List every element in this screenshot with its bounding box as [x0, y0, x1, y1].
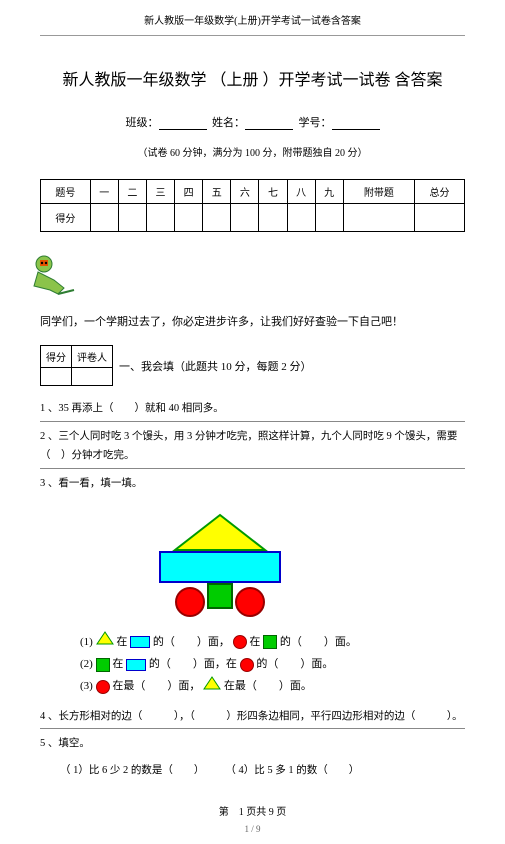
c8 — [287, 204, 315, 232]
shape-questions: (1) 在 的（ ）面， 在 的（ ）面。 (2) 在 的（ ）面，在 的（ ）… — [80, 631, 465, 698]
h10: 附带题 — [343, 180, 414, 204]
h0: 题号 — [41, 180, 91, 204]
question-5: 5 、填空。 — [40, 735, 465, 756]
num-label: 学号： — [299, 117, 332, 129]
h7: 七 — [259, 180, 287, 204]
h3: 三 — [146, 180, 174, 204]
name-blank — [245, 118, 293, 130]
l1a: (1) — [80, 636, 93, 648]
h8: 八 — [287, 180, 315, 204]
score-table: 题号 一 二 三 四 五 六 七 八 九 附带题 总分 得分 — [40, 179, 465, 232]
h2: 二 — [118, 180, 146, 204]
c5 — [203, 204, 231, 232]
h4: 四 — [175, 180, 203, 204]
h11: 总分 — [415, 180, 465, 204]
question-4: 4 、长方形相对的边（ ），（ ）形四条边相同，平行四边形相对的边（ ）。 — [40, 708, 465, 730]
rect-icon — [130, 636, 150, 648]
c2 — [118, 204, 146, 232]
question-3: 3 、看一看，填一填。 — [40, 475, 465, 496]
score-header-row: 题号 一 二 三 四 五 六 七 八 九 附带题 总分 — [41, 180, 465, 204]
info-line: 班级： 姓名： 学号： — [40, 114, 465, 130]
c1 — [90, 204, 118, 232]
mini-c1: 得分 — [41, 346, 72, 368]
h1: 一 — [90, 180, 118, 204]
question-2: 2 、三个人同时吃 3 个馒头，用 3 分钟才吃完，照这样计算，九个人同时吃 9… — [40, 428, 465, 469]
class-blank — [159, 118, 207, 130]
l1c: 的（ ）面， — [153, 636, 230, 648]
doc-title: 新人教版一年级数学 （上册 ）开学考试一试卷 含答案 — [40, 66, 465, 90]
mini-score-table: 得分评卷人 — [40, 345, 113, 386]
c11 — [415, 204, 465, 232]
c4 — [175, 204, 203, 232]
subinfo: （试卷 60 分钟，满分为 100 分，附带题独自 20 分） — [40, 144, 465, 159]
h9: 九 — [315, 180, 343, 204]
circle-icon-3 — [96, 680, 110, 694]
square-icon — [263, 635, 277, 649]
page-header: 新人教版一年级数学(上册)开学考试一试卷含答案 — [0, 0, 505, 31]
section-1-title: 一、我会填（此题共 10 分，每题 2 分） — [119, 358, 312, 374]
l1e: 的（ ）面。 — [280, 636, 357, 648]
num-blank — [332, 118, 380, 130]
section-1-row: 得分评卷人 一、我会填（此题共 10 分，每题 2 分） — [40, 345, 465, 386]
l1d: 在 — [249, 636, 260, 648]
shape-diagram — [120, 510, 320, 623]
r2-label: 得分 — [41, 204, 91, 232]
c10 — [343, 204, 414, 232]
top-rule — [40, 35, 465, 36]
mini-b1 — [41, 368, 72, 386]
l3c: 在最（ ）面。 — [224, 680, 312, 692]
h6: 六 — [231, 180, 259, 204]
sq-line2: (2) 在 的（ ）面，在 的（ ）面。 — [80, 653, 465, 675]
sq-line3: (3) 在最（ ）面， 在最（ ）面。 — [80, 675, 465, 697]
rect-icon-2 — [126, 659, 146, 671]
content: 新人教版一年级数学 （上册 ）开学考试一试卷 含答案 班级： 姓名： 学号： （… — [0, 66, 505, 818]
triangle-icon — [96, 631, 114, 653]
c3 — [146, 204, 174, 232]
l2c: 的（ ）面，在 — [149, 658, 237, 670]
mini-c2: 评卷人 — [72, 346, 113, 368]
name-label: 姓名： — [212, 117, 245, 129]
cartoon-icon — [30, 252, 465, 299]
triangle-icon-2 — [203, 676, 221, 698]
c9 — [315, 204, 343, 232]
score-value-row: 得分 — [41, 204, 465, 232]
c7 — [259, 204, 287, 232]
page-number: 1 / 9 — [0, 824, 505, 844]
l2d: 的（ ）面。 — [256, 658, 333, 670]
circle-icon-2 — [240, 658, 254, 672]
sq-line1: (1) 在 的（ ）面， 在 的（ ）面。 — [80, 631, 465, 653]
question-5a: （ 1）比 6 少 2 的数是（ ） （ 4）比 5 多 1 的数（ ） — [40, 762, 465, 783]
intro-text: 同学们，一个学期过去了，你必定进步许多，让我们好好查验一下自己吧！ — [40, 313, 465, 329]
l2b: 在 — [112, 658, 123, 670]
c6 — [231, 204, 259, 232]
l1b: 在 — [116, 636, 127, 648]
class-label: 班级： — [126, 117, 159, 129]
l3b: 在最（ ）面， — [112, 680, 200, 692]
square-icon-2 — [96, 658, 110, 672]
mini-b2 — [72, 368, 113, 386]
l2a: (2) — [80, 658, 93, 670]
l3a: (3) — [80, 680, 93, 692]
question-1: 1 、35 再添上（ ）就和 40 相同多。 — [40, 400, 465, 422]
circle-icon — [233, 635, 247, 649]
page-footer: 第 1 页共 9 页 — [40, 803, 465, 818]
h5: 五 — [203, 180, 231, 204]
